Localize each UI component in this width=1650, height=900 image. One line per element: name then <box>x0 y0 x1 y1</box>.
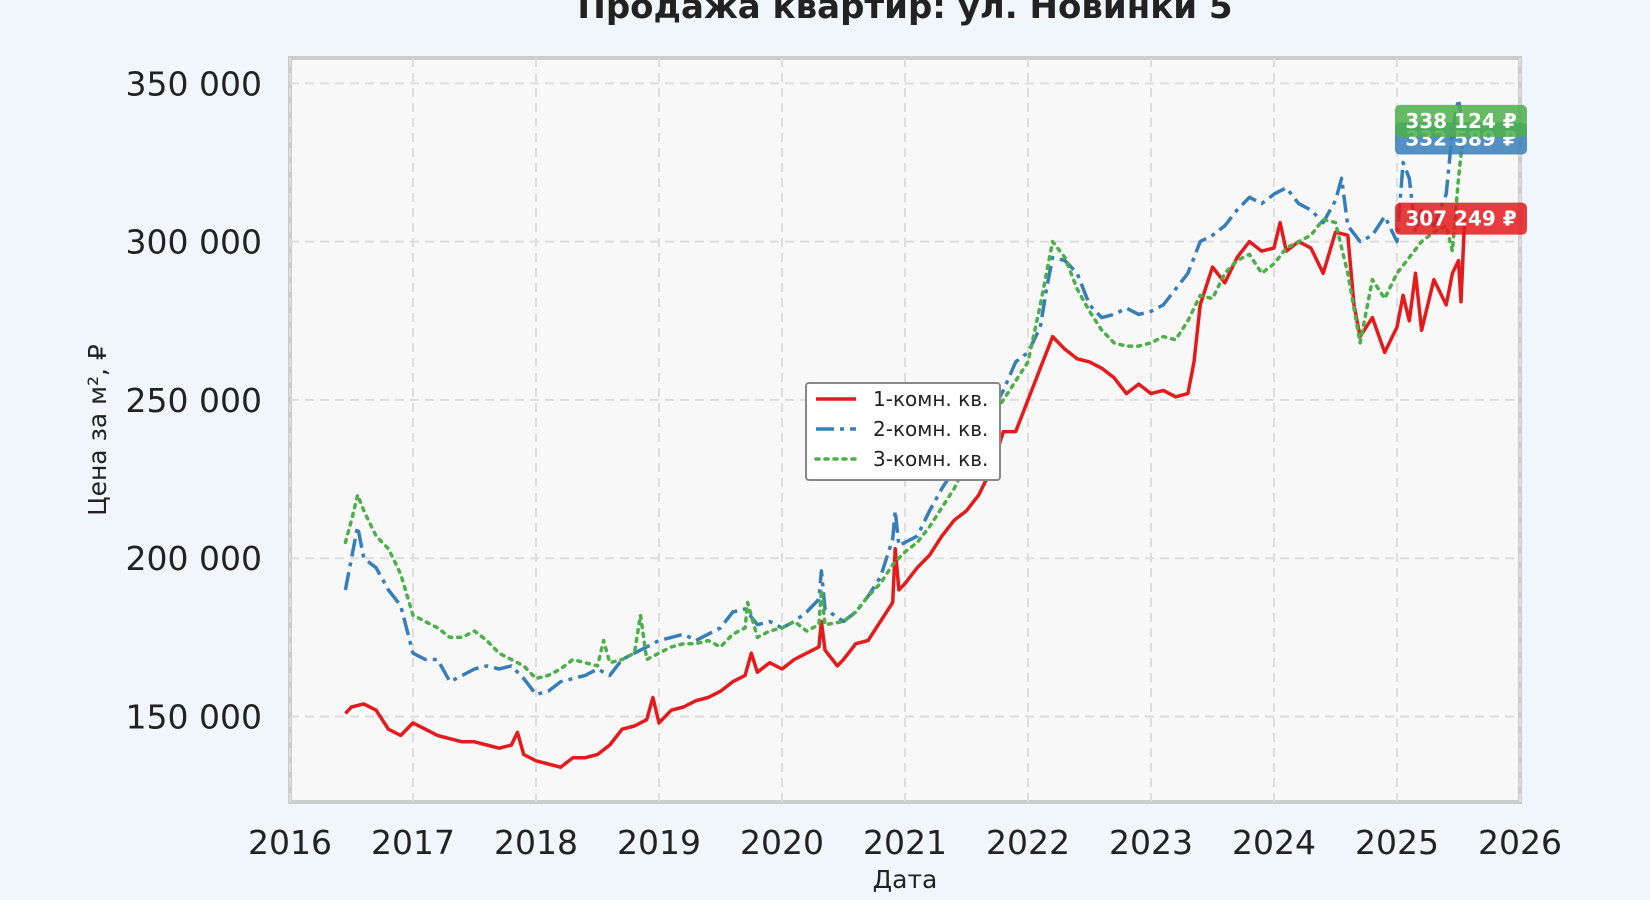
x-tick-label: 2016 <box>248 823 332 862</box>
end-label-3: 338 124 ₽ <box>1395 104 1527 137</box>
end-labels: 307 249 ₽332 589 ₽338 124 ₽ <box>1395 104 1527 235</box>
x-tick-label: 2022 <box>986 823 1070 862</box>
y-axis-label: Цена за м², ₽ <box>83 344 112 516</box>
end-label-box <box>1395 104 1527 137</box>
grid <box>289 58 1521 802</box>
x-tick-label: 2018 <box>494 823 578 862</box>
series-line-2 <box>343 97 1467 697</box>
legend-box <box>805 382 1001 481</box>
x-tick-label: 2025 <box>1355 823 1439 862</box>
x-tick-label: 2017 <box>371 823 455 862</box>
series-lines <box>343 97 1467 769</box>
y-tick-label: 300 000 <box>126 223 262 262</box>
y-tick-label: 350 000 <box>126 64 262 103</box>
x-tick-label: 2024 <box>1232 823 1316 862</box>
legend-item-label: 2-комн. кв. <box>873 417 988 441</box>
x-tick-label: 2021 <box>863 823 947 862</box>
y-tick-label: 200 000 <box>126 539 262 578</box>
x-tick-label: 2026 <box>1478 823 1562 862</box>
x-axis-ticks: 2016 2017 2018 2019 2020 2021 2022 2023 2024 2025… <box>248 823 1562 862</box>
x-tick-label: 2020 <box>740 823 824 862</box>
series-line-3 <box>343 119 1467 681</box>
legend-item-label: 1-комн. кв. <box>873 387 988 411</box>
y-axis-ticks: 150 000 200 000 250 000 300 000 350 000 <box>126 64 262 736</box>
end-label-box <box>1395 202 1527 235</box>
end-label-text: 307 249 ₽ <box>1405 207 1516 231</box>
chart-title: Продажа квартир: ул. Новинки 5 <box>577 0 1232 27</box>
y-tick-label: 250 000 <box>126 381 262 420</box>
series-line-1 <box>344 218 1467 769</box>
legend: 1-комн. кв. 2-комн. кв. 3-комн. кв. <box>805 382 1001 481</box>
end-label-1: 307 249 ₽ <box>1395 202 1527 235</box>
legend-item-label: 3-комн. кв. <box>873 447 988 471</box>
x-axis-label: Дата <box>873 865 938 894</box>
end-label-text: 338 124 ₽ <box>1405 109 1516 133</box>
y-tick-label: 150 000 <box>126 698 262 737</box>
x-tick-label: 2019 <box>617 823 701 862</box>
x-tick-label: 2023 <box>1109 823 1193 862</box>
